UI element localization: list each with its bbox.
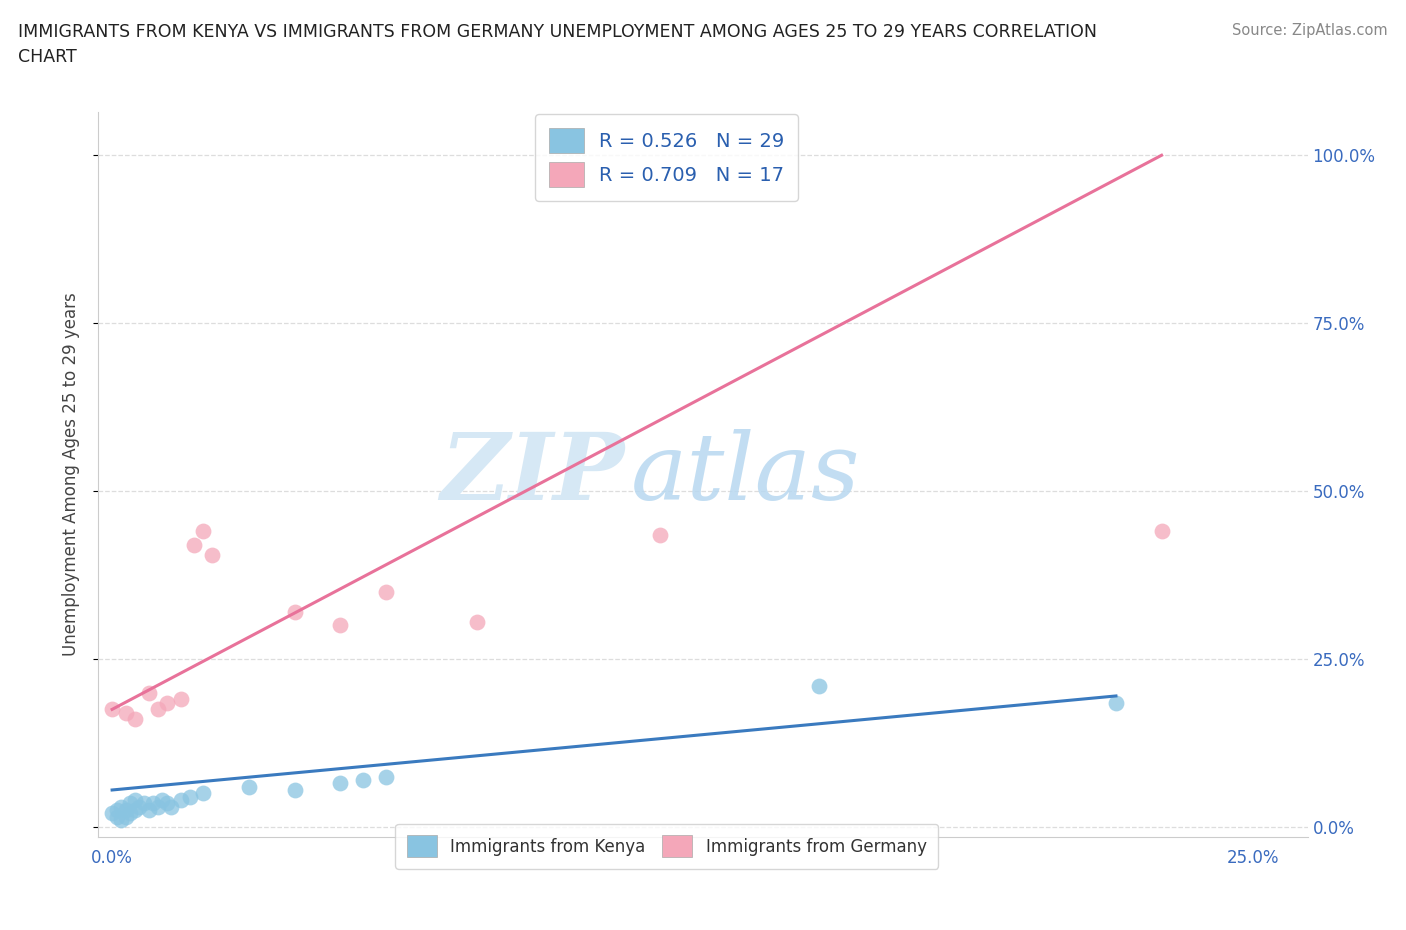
Point xyxy=(352,773,374,788)
Point xyxy=(160,800,183,815)
Point xyxy=(156,796,179,811)
Point xyxy=(105,803,128,817)
Point xyxy=(201,548,224,563)
Point xyxy=(156,696,179,711)
Point xyxy=(150,792,173,807)
Point xyxy=(1150,524,1173,538)
Point xyxy=(193,786,215,801)
Point xyxy=(329,776,352,790)
Point xyxy=(193,524,215,538)
Legend: Immigrants from Kenya, Immigrants from Germany: Immigrants from Kenya, Immigrants from G… xyxy=(395,824,938,869)
Point xyxy=(132,796,155,811)
Point xyxy=(114,809,136,824)
Point xyxy=(128,800,150,815)
Point xyxy=(169,792,191,807)
Point xyxy=(284,782,307,797)
Point xyxy=(808,679,831,694)
Point xyxy=(114,803,136,817)
Point xyxy=(120,796,142,811)
Point xyxy=(138,685,160,700)
Point xyxy=(124,792,146,807)
Point xyxy=(1105,696,1128,711)
Point xyxy=(284,604,307,619)
Text: atlas: atlas xyxy=(630,430,860,519)
Point xyxy=(374,769,396,784)
Text: IMMIGRANTS FROM KENYA VS IMMIGRANTS FROM GERMANY UNEMPLOYMENT AMONG AGES 25 TO 2: IMMIGRANTS FROM KENYA VS IMMIGRANTS FROM… xyxy=(18,23,1097,41)
Point xyxy=(329,618,352,633)
Point xyxy=(146,702,169,717)
Point xyxy=(142,796,165,811)
Point xyxy=(124,712,146,727)
Point xyxy=(110,813,132,828)
Point xyxy=(114,705,136,720)
Text: Source: ZipAtlas.com: Source: ZipAtlas.com xyxy=(1232,23,1388,38)
Point xyxy=(169,692,191,707)
Point xyxy=(110,800,132,815)
Point xyxy=(105,809,128,824)
Point xyxy=(101,806,124,821)
Point xyxy=(465,615,488,630)
Point xyxy=(183,538,205,552)
Text: ZIP: ZIP xyxy=(440,430,624,519)
Y-axis label: Unemployment Among Ages 25 to 29 years: Unemployment Among Ages 25 to 29 years xyxy=(62,292,80,657)
Point xyxy=(146,800,169,815)
Point xyxy=(120,806,142,821)
Point xyxy=(238,779,260,794)
Point xyxy=(648,527,671,542)
Point xyxy=(124,803,146,817)
Point xyxy=(179,790,201,804)
Point xyxy=(138,803,160,817)
Text: CHART: CHART xyxy=(18,48,77,66)
Point xyxy=(101,702,124,717)
Point xyxy=(374,584,396,599)
